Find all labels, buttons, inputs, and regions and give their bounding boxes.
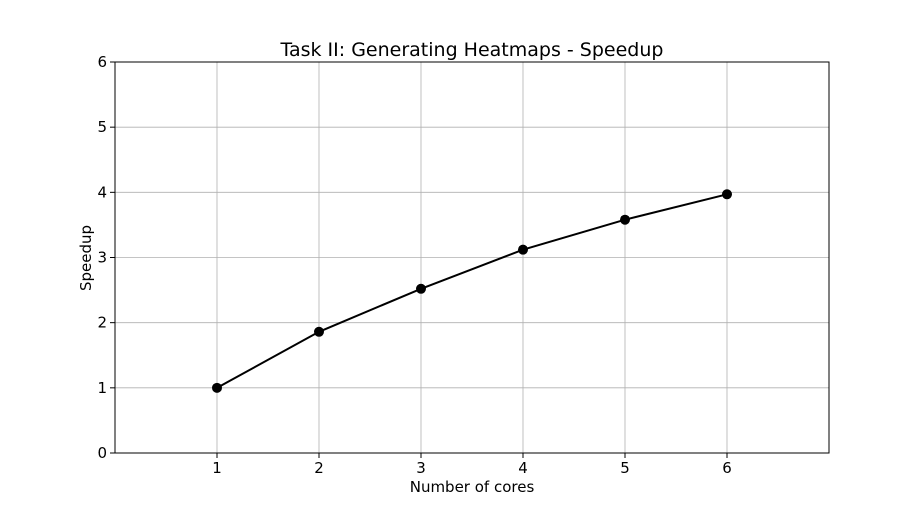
y-tick-label: 0 [97,444,107,462]
plot-frame [114,61,830,454]
data-point [518,244,528,255]
y-tick-label: 4 [97,183,107,201]
y-tick-label: 5 [97,118,107,136]
x-tick-label: 5 [620,459,630,477]
x-tick-label: 6 [722,459,732,477]
x-tick-label: 3 [416,459,426,477]
y-tick-label: 2 [97,314,107,332]
x-tick-label: 4 [518,459,528,477]
axis-ticks: 1 2 3 4 5 6 0 1 2 3 4 5 6 [97,53,731,477]
series-layer [212,189,732,393]
y-tick-label: 3 [97,249,107,267]
data-point [620,214,630,225]
y-tick-label: 6 [97,53,107,71]
y-axis-label: Speedup [77,225,95,291]
x-axis-label: Number of cores [410,478,535,496]
x-tick-label: 1 [212,459,222,477]
x-tick-label: 2 [314,459,324,477]
data-point [212,382,222,393]
grid-lines [115,61,829,454]
data-point [314,326,324,337]
data-point [416,283,426,294]
y-tick-label: 1 [97,379,107,397]
series-line [216,193,728,389]
chart-title: Task II: Generating Heatmaps - Speedup [280,39,664,61]
data-point [722,189,732,200]
